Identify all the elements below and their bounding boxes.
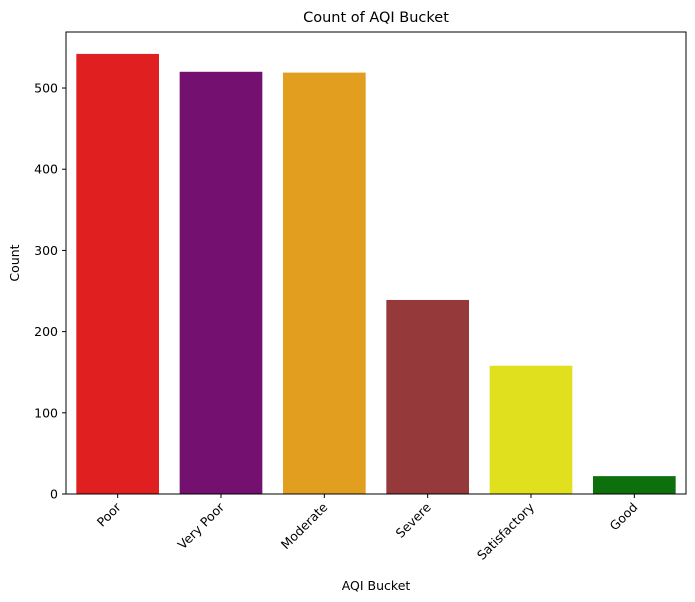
y-tick-label: 0 — [50, 487, 58, 502]
x-tick-label: Good — [607, 500, 641, 534]
bar-severe — [386, 299, 469, 494]
y-tick-label: 200 — [34, 324, 58, 339]
chart-title: Count of AQI Bucket — [303, 10, 449, 26]
y-axis-label: Count — [7, 244, 22, 281]
y-tick-label: 400 — [34, 162, 58, 177]
bar-moderate — [283, 72, 366, 495]
x-tick-label: Very Poor — [175, 499, 228, 552]
bar-very-poor — [179, 71, 263, 495]
x-tick-label: Moderate — [278, 499, 331, 552]
x-tick-label: Severe — [393, 499, 434, 540]
bar-satisfactory — [489, 365, 573, 494]
x-axis-label: AQI Bucket — [342, 578, 411, 593]
bar-good — [593, 476, 676, 494]
y-tick-label: 500 — [34, 81, 58, 96]
y-axis: 0 100 200 300 400 500 — [34, 81, 66, 502]
x-tick-label: Satisfactory — [474, 499, 538, 563]
bars-group — [76, 53, 676, 495]
x-tick-label: Poor — [94, 499, 125, 530]
bar-poor — [76, 53, 159, 495]
x-axis: Poor Very Poor Moderate Severe Satisfactory G… — [94, 494, 641, 563]
y-tick-label: 300 — [34, 243, 58, 258]
plot-frame — [65, 31, 687, 495]
y-tick-label: 100 — [34, 405, 58, 420]
